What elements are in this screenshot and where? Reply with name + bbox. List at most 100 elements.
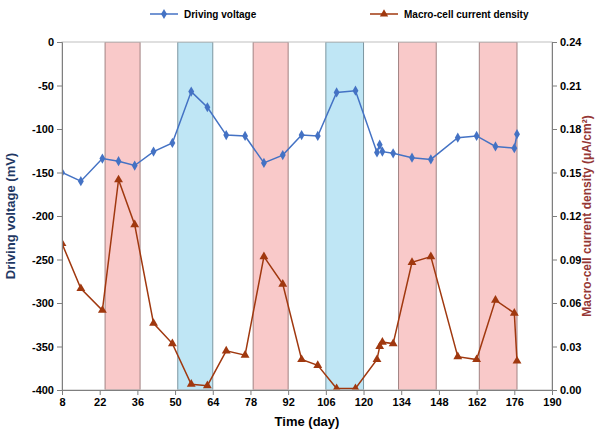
tick-label: 78	[245, 396, 257, 408]
tick-mark	[137, 390, 138, 395]
band	[326, 42, 364, 390]
tick-label: 134	[393, 396, 412, 408]
tick: -400	[32, 384, 62, 396]
tick: -250	[32, 254, 62, 266]
tick: 22	[94, 390, 106, 408]
marker	[222, 346, 231, 354]
tick: 0	[48, 36, 62, 48]
tick: 8	[59, 390, 65, 408]
tick-label: 92	[283, 396, 295, 408]
tick: 106	[317, 390, 335, 408]
marker	[510, 308, 519, 316]
tick-mark	[57, 129, 62, 130]
marker	[315, 131, 321, 141]
tick-label: -250	[32, 254, 54, 266]
tick-mark	[288, 390, 289, 395]
tick-label: 106	[317, 396, 335, 408]
tick: 120	[355, 390, 373, 408]
tick-label: 0.06	[560, 297, 581, 309]
marker	[428, 154, 434, 164]
tick-mark	[57, 42, 62, 43]
band	[253, 42, 288, 390]
marker	[278, 279, 287, 287]
marker	[511, 143, 517, 153]
tick-label: 0.03	[560, 341, 581, 353]
marker	[114, 175, 123, 183]
tick-mark	[477, 390, 478, 395]
tick-label: -400	[32, 384, 54, 396]
tick: 0.24	[552, 36, 582, 48]
tick: -50	[38, 80, 62, 92]
marker	[223, 130, 229, 140]
marker	[151, 147, 157, 157]
tick: 0.06	[552, 297, 581, 309]
tick: 0.18	[552, 123, 581, 135]
tick-label: 148	[430, 396, 448, 408]
marker	[78, 176, 84, 186]
marker	[353, 86, 359, 96]
tick-label: 36	[132, 396, 144, 408]
legend-label: Macro-cell current density	[404, 9, 529, 20]
tick: 190	[543, 390, 561, 408]
tick-mark	[552, 260, 557, 261]
tick-label: 120	[355, 396, 373, 408]
marker	[99, 153, 105, 163]
band	[178, 42, 213, 390]
tick-mark	[552, 216, 557, 217]
tick: 0.15	[552, 167, 581, 179]
band	[105, 42, 140, 390]
tick-mark	[552, 390, 557, 391]
tick-mark	[100, 390, 101, 395]
tick: 148	[430, 390, 448, 408]
axis-line	[553, 43, 558, 391]
tick-label: 190	[543, 396, 561, 408]
tick-mark	[514, 390, 515, 395]
x-axis-title: Time (day)	[275, 414, 340, 429]
tick: 92	[283, 390, 295, 408]
marker	[474, 131, 480, 141]
y-axis-title: Driving voltage (mV)	[3, 153, 18, 279]
tick-mark	[326, 390, 327, 395]
tick: 134	[393, 390, 412, 408]
marker	[455, 133, 461, 143]
tick: 0.12	[552, 210, 581, 222]
tick-mark	[213, 390, 214, 395]
tick-label: 0.24	[560, 36, 582, 48]
marker	[259, 251, 268, 259]
marker	[297, 354, 306, 362]
tick: 64	[207, 390, 220, 408]
axis-line	[57, 43, 63, 391]
tick-label: 162	[468, 396, 486, 408]
marker	[390, 148, 396, 158]
tick-mark	[57, 216, 62, 217]
tick: 0.09	[552, 254, 581, 266]
tick-mark	[57, 260, 62, 261]
tick: -100	[32, 123, 62, 135]
marker	[472, 354, 481, 362]
tick-mark	[250, 390, 251, 395]
tick-mark	[552, 303, 557, 304]
tick-mark	[552, 173, 557, 174]
tick-label: 0.15	[560, 167, 581, 179]
tick-mark	[57, 173, 62, 174]
tick: 50	[169, 390, 181, 408]
series-line	[62, 91, 517, 181]
tick: 0.21	[552, 80, 581, 92]
tick-mark	[57, 303, 62, 304]
tick: -200	[32, 210, 62, 222]
marker	[373, 354, 382, 362]
series-line	[62, 180, 517, 389]
tick-label: 0.18	[560, 123, 581, 135]
tick-mark	[552, 86, 557, 87]
marker	[378, 337, 387, 345]
marker	[379, 147, 385, 157]
tick-mark	[552, 42, 557, 43]
marker	[187, 379, 196, 387]
tick-label: -350	[32, 341, 54, 353]
tick: -150	[32, 167, 62, 179]
marker	[313, 360, 322, 368]
y-axis: -400-350-300-250-200-150-100-500	[32, 36, 63, 396]
chart: 8223650647892106120134148162176190-400-3…	[0, 0, 600, 436]
tick-mark	[552, 129, 557, 130]
plot-frame	[62, 42, 552, 390]
